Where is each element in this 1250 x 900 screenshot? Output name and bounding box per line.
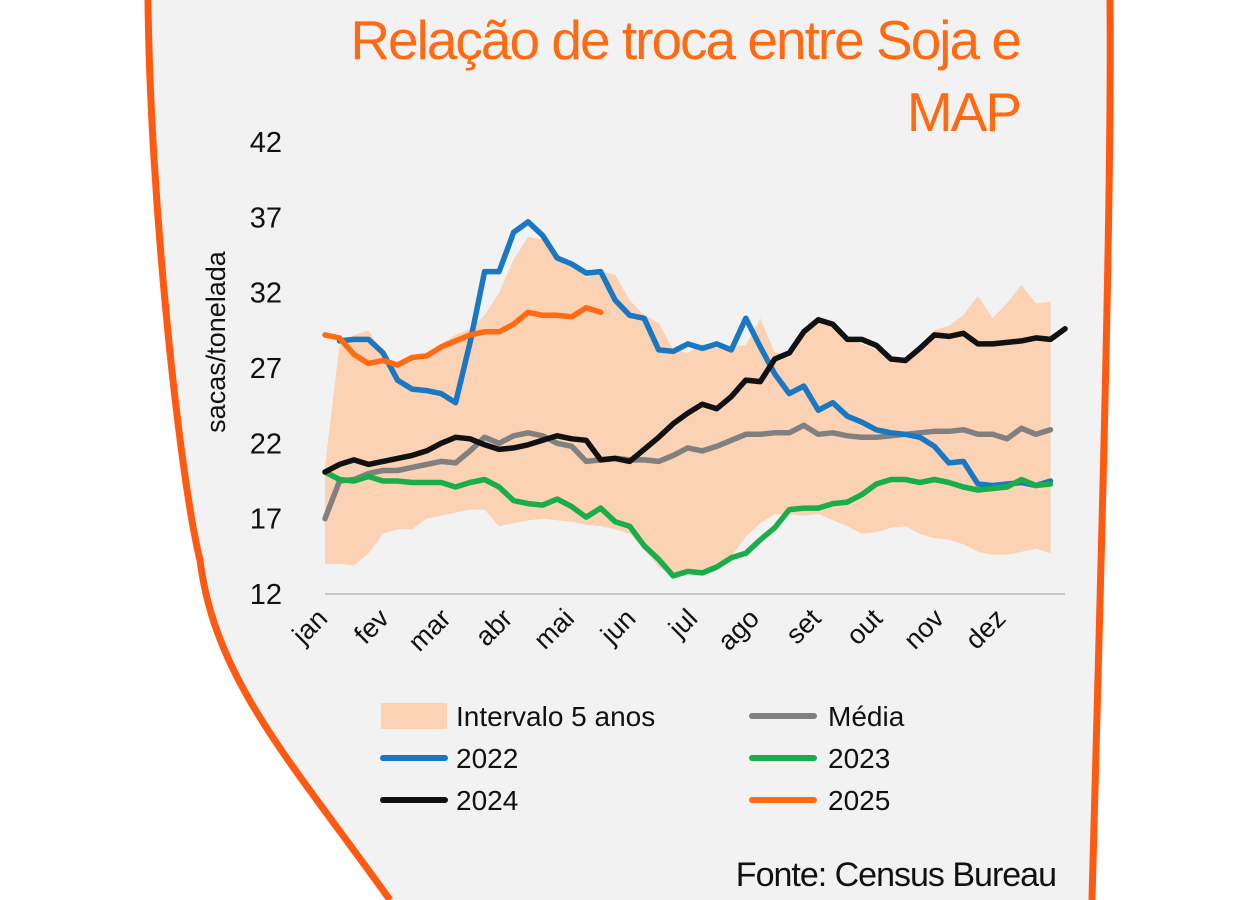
legend-label: 2023 (828, 743, 890, 774)
card-frame-left (144, 0, 393, 900)
legend-label: Intervalo 5 anos (456, 701, 655, 732)
legend-label: 2022 (456, 743, 518, 774)
chart-title: Relação de troca entre Soja e MAP (240, 4, 1022, 148)
legend-label: Média (828, 701, 905, 732)
legend: Intervalo 5 anos Média 2022 2023 2024 2025 (380, 701, 905, 816)
y-tick-label: 22 (250, 428, 282, 460)
y-tick-label: 42 (250, 127, 282, 159)
card-frame-right (1088, 0, 1114, 900)
y-tick-label: 17 (250, 504, 282, 536)
y-tick-label: 37 (250, 202, 282, 234)
series-line-2 (322, 469, 1054, 579)
series-line-1 (336, 219, 1054, 489)
legend-swatch-band (381, 703, 447, 729)
y-axis-label: sacas/tonelada (201, 250, 231, 433)
chart-title-line-2: MAP (906, 81, 1022, 143)
plot-area (322, 219, 1068, 579)
y-tick-label: 12 (250, 579, 282, 611)
legend-label: 2025 (828, 785, 890, 816)
legend-label: 2024 (456, 785, 518, 816)
source-note: Fonte: Census Bureau (735, 856, 1057, 894)
y-tick-label: 32 (250, 278, 282, 310)
series-line-0 (322, 422, 1054, 522)
y-tick-label: 27 (250, 353, 282, 385)
series-line-3 (322, 317, 1068, 475)
chart-title-line-1: Relação de troca entre Soja e (350, 9, 1022, 71)
series-line-4 (322, 304, 604, 368)
